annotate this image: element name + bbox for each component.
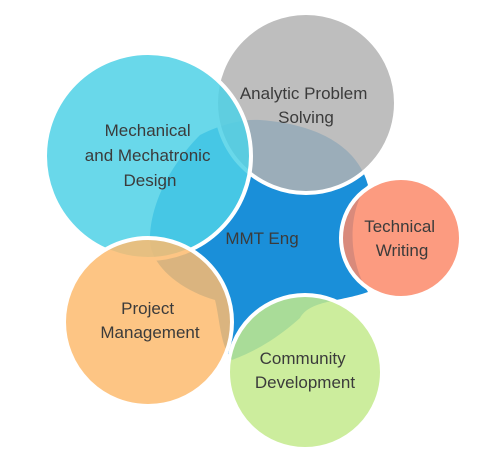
label-community-development: Community Development — [255, 349, 355, 392]
node-circle-community-development — [226, 293, 384, 451]
node-circle-project-management — [62, 236, 234, 408]
center-label: MMT Eng — [225, 229, 298, 248]
label-mechanical-design: Mechanical and Mechatronic Design — [85, 121, 215, 190]
outer-nodes — [43, 11, 463, 451]
label-project-management: Project Management — [100, 299, 200, 342]
label-technical-writing: Technical Writing — [364, 217, 440, 260]
node-circle-technical-writing — [339, 176, 463, 300]
label-analytic-problem-solving: Analytic Problem Solving — [240, 84, 372, 127]
